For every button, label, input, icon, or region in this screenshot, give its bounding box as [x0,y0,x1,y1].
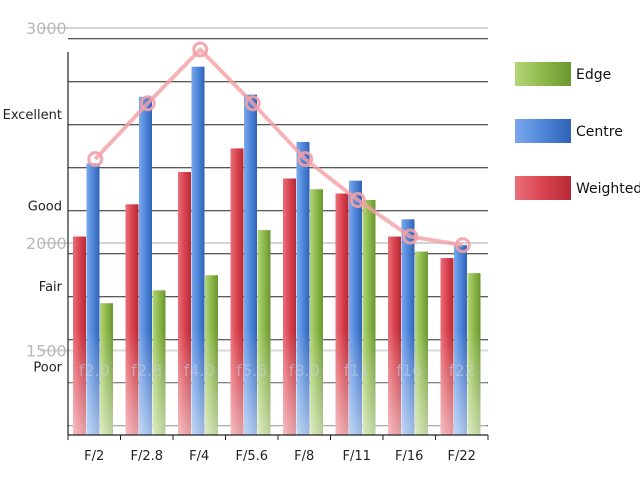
trend-line [87,41,471,254]
legend-swatch-centre [515,119,571,143]
y-tick-label-3000: 3000 [26,19,67,38]
y-tick-label-2000: 2000 [26,234,67,253]
x-tick-label-f-22: F/22 [448,449,476,464]
legend-label-centre: Centre [576,124,623,140]
legend-swatch-edge [515,62,571,86]
x-tick-label-f-8: F/8 [294,449,314,464]
y-axis-labels: 3000 2000 1500 Excellent Good Fair Poor [3,19,67,376]
trend-line-path [93,47,464,248]
trend-point-f-22 [454,237,471,254]
trend-point-f-4 [192,41,209,58]
legend-label-edge: Edge [576,67,611,83]
y-tick-label-1500: 1500 [26,342,67,361]
bar-watermark-f2-8: f2.8 [131,361,162,380]
bar-watermarks: f2.0 f2.8 f4.0 f5.6 f8.0 f11 f16 f22 [79,361,475,380]
bar-watermark-f4-0: f4.0 [184,361,215,380]
legend: Edge Centre Weighted [515,62,640,200]
trend-point-f-8 [297,151,314,168]
bar-glare-overlay [69,330,487,435]
quality-label-fair: Fair [39,280,63,295]
x-tick-label-f-5-6: F/5.6 [235,449,268,464]
bar-watermark-f22: f22 [449,361,475,380]
x-tick-label-f-2: F/2 [84,449,104,464]
x-axis-labels: F/2 F/2.8 F/4 F/5.6 F/8 F/11 F/16 F/22 [84,449,476,464]
quality-label-poor: Poor [33,361,62,376]
bar-watermark-f5-6: f5.6 [236,361,267,380]
bar-watermark-f8-0: f8.0 [289,361,320,380]
bar-glare [69,330,487,435]
bar-watermark-f11: f11 [344,361,370,380]
quality-label-good: Good [28,199,62,214]
trend-point-f-11 [349,192,366,208]
x-tick-label-f-2-8: F/2.8 [130,449,163,464]
legend-label-weighted: Weighted [576,181,640,197]
x-tick-label-f-16: F/16 [395,449,423,464]
legend-swatch-weighted [515,176,571,200]
x-tick-label-f-4: F/4 [189,449,209,464]
axes [67,52,489,440]
quality-label-excellent: Excellent [3,108,62,123]
bar-watermark-f16: f16 [396,361,422,380]
trend-point-f-16 [402,228,419,245]
trend-point-f-2 [87,151,104,168]
trend-point-f-5-6 [244,95,261,112]
bar-watermark-f2-0: f2.0 [79,361,110,380]
trend-point-f-2-8 [139,95,156,112]
x-tick-label-f-11: F/11 [343,449,371,464]
